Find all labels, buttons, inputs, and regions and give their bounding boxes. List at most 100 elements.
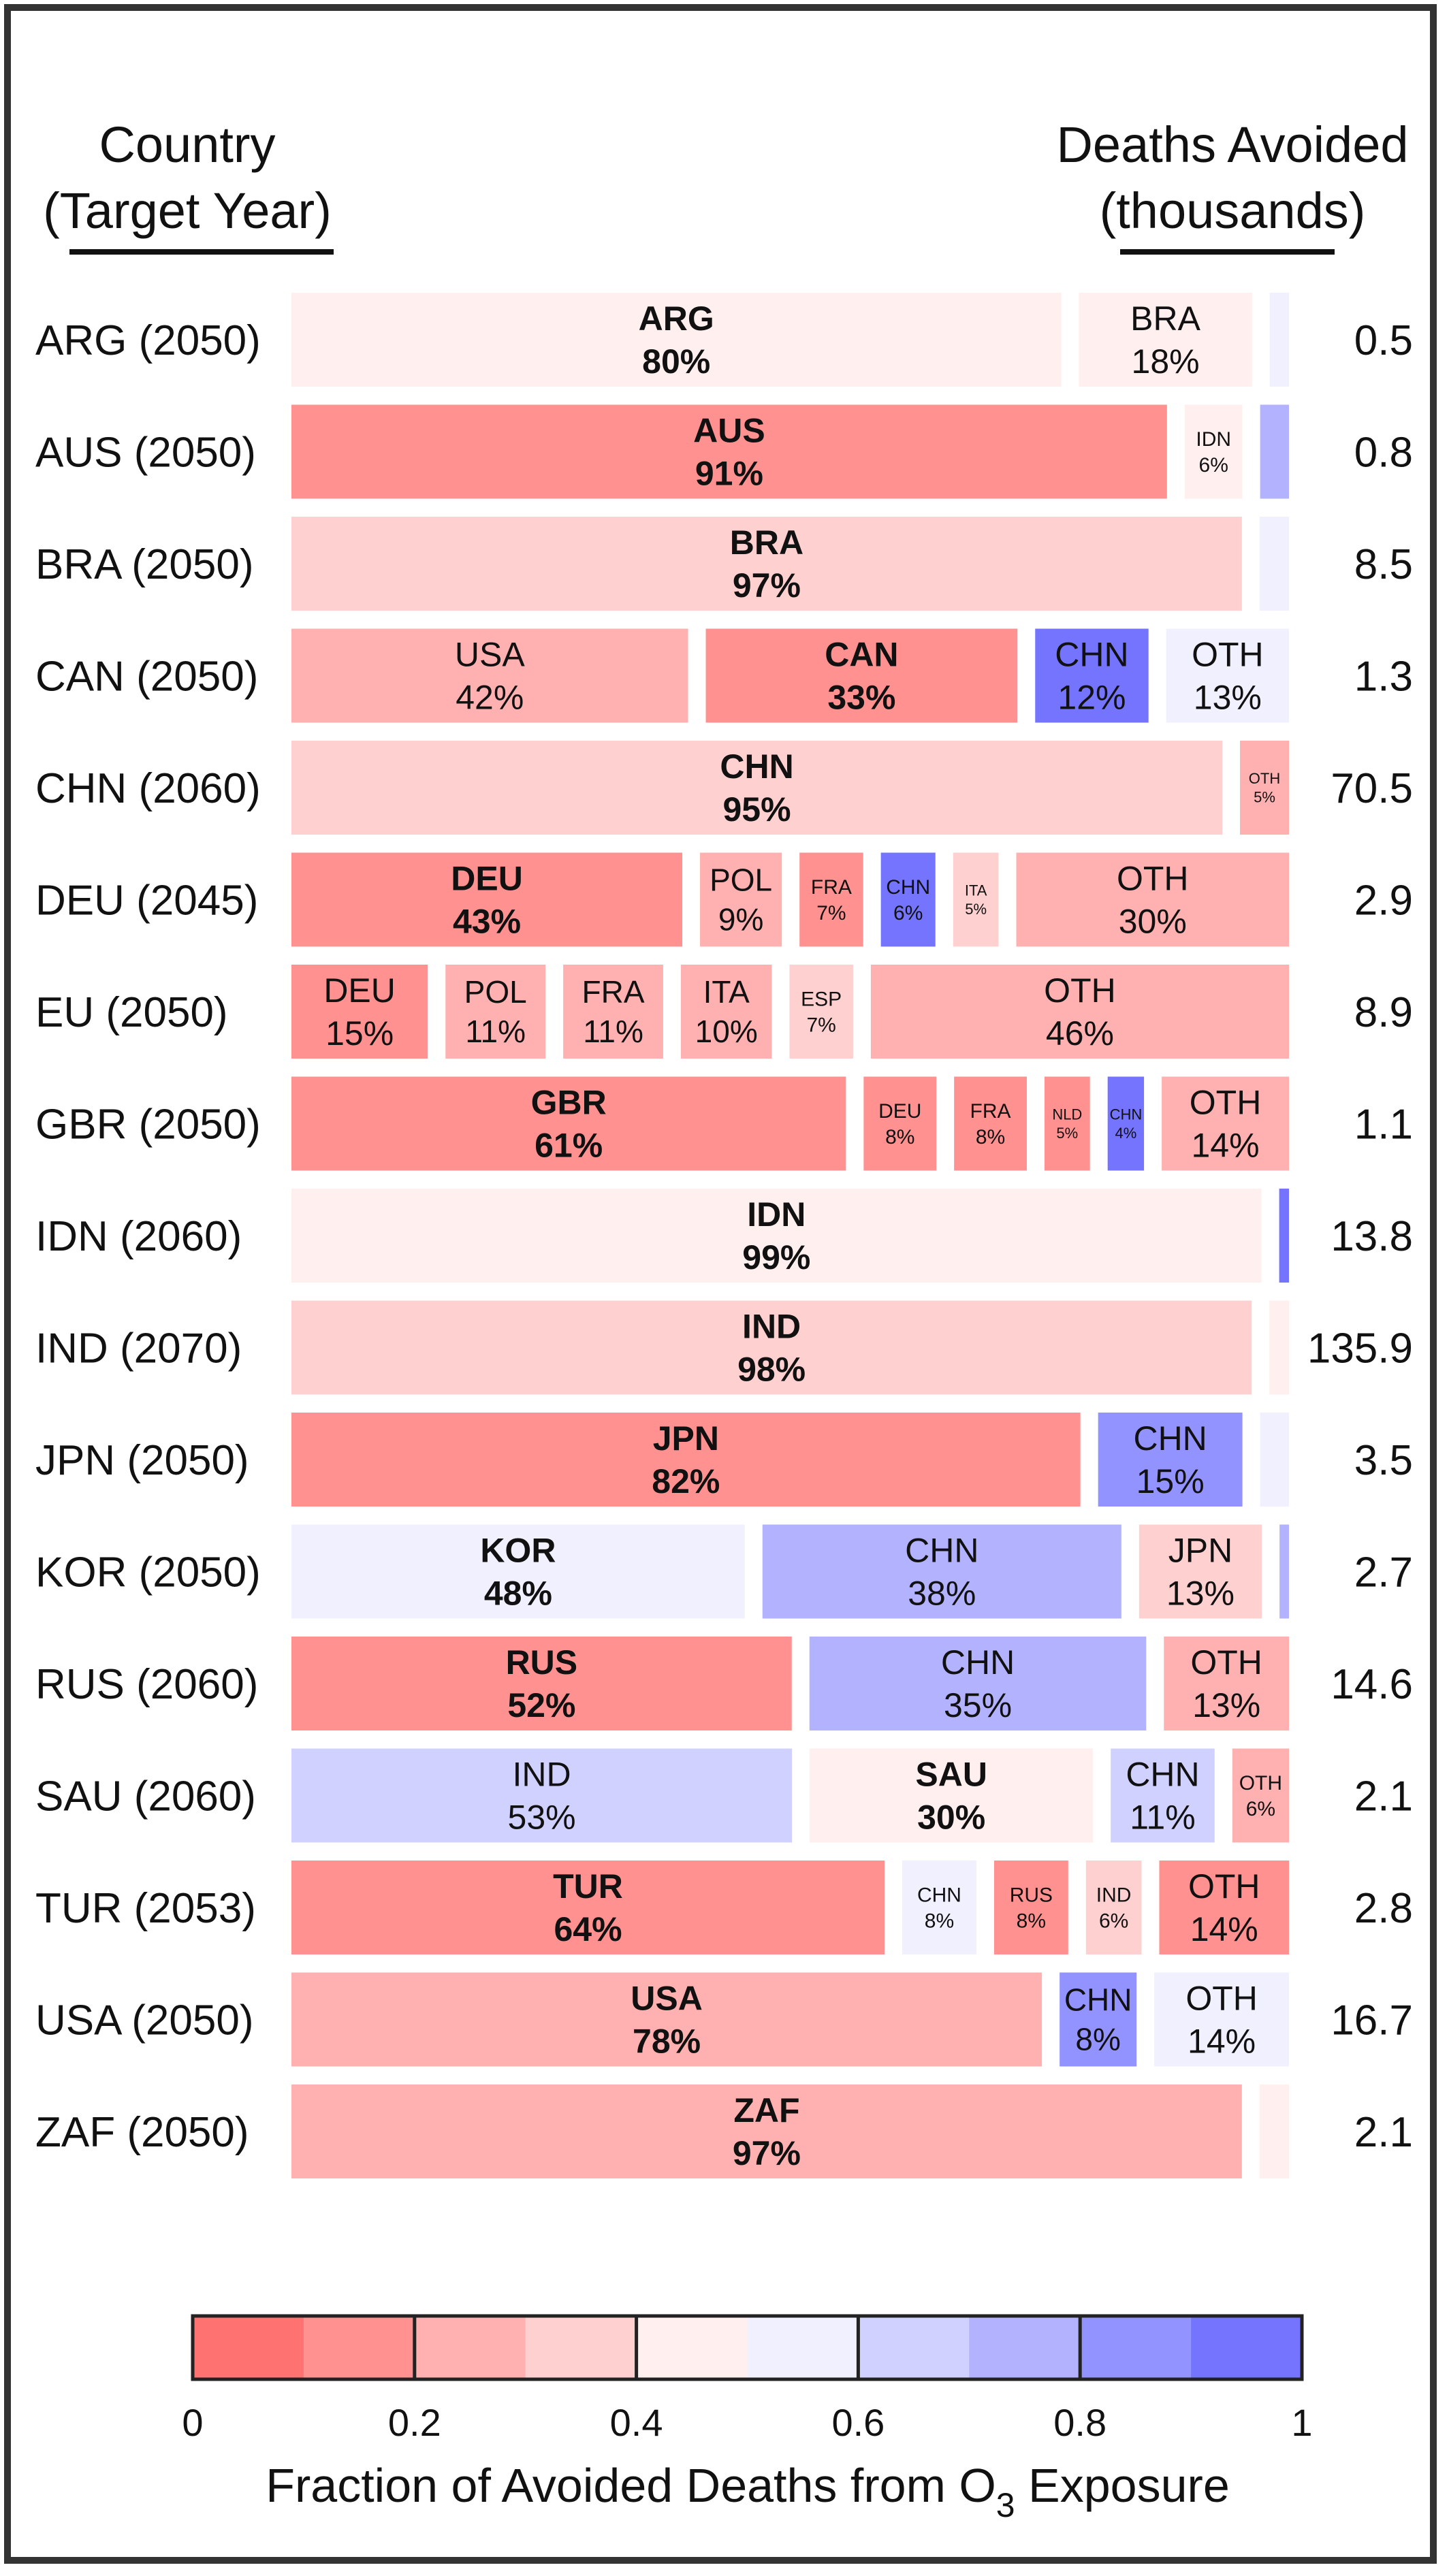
bar-segment [445,965,546,1059]
bar-segment [291,404,1167,499]
bar-row: USA (2050) 16.7 USA 78% CHN 8% OTH 14% [35,1972,1413,2067]
segment-percent-label: 4% [1115,1125,1137,1142]
colorbar-border [191,2314,1304,2381]
segment-percent-label: 91% [695,455,763,493]
segment-percent-label: 80% [642,342,710,381]
colorbar-bin [969,2316,1081,2379]
row-label: GBR (2050) [35,1101,261,1148]
segment-country-label: SAU [915,1756,987,1794]
row-label: JPN (2050) [35,1437,249,1484]
bar-segment [870,965,1289,1059]
row-label: TUR (2053) [35,1885,256,1932]
deaths-avoided-value: 1.1 [1354,1101,1413,1148]
segment-country-label: DEU [323,971,396,1010]
bar-segment [1079,293,1252,387]
bar-row: GBR (2050) 1.1 GBR 61% DEU 8% FRA 8% NLD 5% CHN 4% O… [35,1076,1413,1171]
segment-percent-label: 97% [733,566,801,605]
colorbar-bin [858,2316,970,2379]
bar-segment [762,1524,1121,1619]
colorbar-bin [747,2316,859,2379]
bar-row: DEU (2045) 2.9 DEU 43% POL 9% FRA 7% CHN 6% ITA 5% O… [35,852,1413,947]
colorbar-bin [303,2316,415,2379]
segment-country-label: IDN [747,1195,806,1234]
segment-percent-label: 98% [737,1351,806,1389]
bar-row: IDN (2060) 13.8 IDN 99% [35,1189,1413,1283]
deaths-avoided-value: 3.5 [1354,1437,1413,1484]
deaths-avoided-value: 14.6 [1331,1661,1413,1708]
bar-segment [1162,1076,1289,1171]
bar-segment [799,852,863,947]
segment-country-label: USA [631,1980,703,2018]
deaths-avoided-value: 2.1 [1354,1773,1413,1820]
segment-country-label: POL [710,863,772,898]
bar-segment [953,852,999,947]
segment-percent-label: 6% [1199,454,1228,477]
deaths-avoided-value: 0.8 [1354,430,1413,477]
bar-segment [1269,293,1289,387]
deaths-avoided-value: 70.5 [1331,765,1413,812]
segment-percent-label: 14% [1190,1910,1258,1948]
bar-row: ARG (2050) 0.5 ARG 80% BRA 18% [35,293,1413,387]
colorbar-bin [525,2316,637,2379]
bar-segment [863,1076,937,1171]
segment-percent-label: 78% [633,2023,701,2061]
segment-country-label: JPN [1168,1532,1232,1570]
segment-percent-label: 5% [965,901,987,918]
row-label: IDN (2060) [35,1213,242,1260]
segment-percent-label: 8% [885,1126,914,1148]
segment-percent-label: 15% [325,1014,394,1052]
segment-percent-label: 95% [722,790,791,828]
bar-segment [1159,1861,1289,1954]
segment-percent-label: 11% [465,1014,526,1049]
deaths-avoided-value: 2.1 [1354,2109,1413,2156]
bar-segment [291,293,1062,387]
segment-percent-label: 82% [652,1462,720,1500]
bar-segment [1107,1076,1145,1171]
segment-percent-label: 5% [1056,1125,1078,1142]
segment-country-label: JPN [653,1419,719,1458]
segment-country-label: CHN [720,747,793,786]
segment-percent-label: 8% [1075,2022,1120,2057]
segment-percent-label: 13% [1166,1575,1235,1613]
bar-segment [1279,1189,1289,1283]
bar-segment [291,1076,846,1171]
bar-segment [1138,1524,1262,1619]
segment-country-label: OTH [1044,971,1116,1010]
segment-percent-label: 15% [1136,1462,1205,1500]
row-label: USA (2050) [35,1997,254,2044]
segment-percent-label: 52% [507,1686,575,1724]
segment-country-label: OTH [1190,1643,1262,1681]
segment-percent-label: 13% [1192,1686,1260,1724]
segment-country-label: USA [455,636,525,674]
row-label: CAN (2050) [35,654,258,701]
segment-country-label: CHN [917,1884,961,1907]
segment-country-label: DEU [451,860,523,898]
bar-segment [1154,1972,1289,2067]
bar-segment [1259,2084,1289,2178]
segment-country-label: GBR [531,1084,607,1122]
segment-country-label: ZAF [733,2091,799,2129]
bar-segment [1166,628,1289,723]
bar-row: BRA (2050) 8.5 BRA 97% [35,517,1413,611]
row-label: ARG (2050) [35,317,261,364]
bar-segment [1240,741,1289,835]
segment-percent-label: 14% [1192,1127,1260,1165]
header-left-line2: (Target Year) [43,182,332,239]
segment-percent-label: 9% [718,902,763,937]
segment-country-label: OTH [1190,1084,1262,1122]
segment-country-label: RUS [1010,1884,1053,1907]
colorbar-bin [1191,2316,1303,2379]
segment-country-label: AUS [693,412,765,450]
segment-country-label: IND [513,1756,571,1794]
bar-row: JPN (2050) 3.5 JPN 82% CHN 15% [35,1413,1413,1507]
row-label: AUS (2050) [35,430,256,477]
bar-segment [291,1861,885,1954]
chart-header: Country (Target Year) Deaths Avoided (th… [43,116,1409,255]
bar-segment [700,852,782,947]
segment-percent-label: 97% [733,2134,801,2172]
segment-percent-label: 14% [1188,2023,1256,2061]
deaths-avoided-value: 8.5 [1354,541,1413,588]
segment-percent-label: 53% [508,1799,576,1837]
bar-segment [680,965,772,1059]
segment-percent-label: 30% [917,1799,985,1837]
